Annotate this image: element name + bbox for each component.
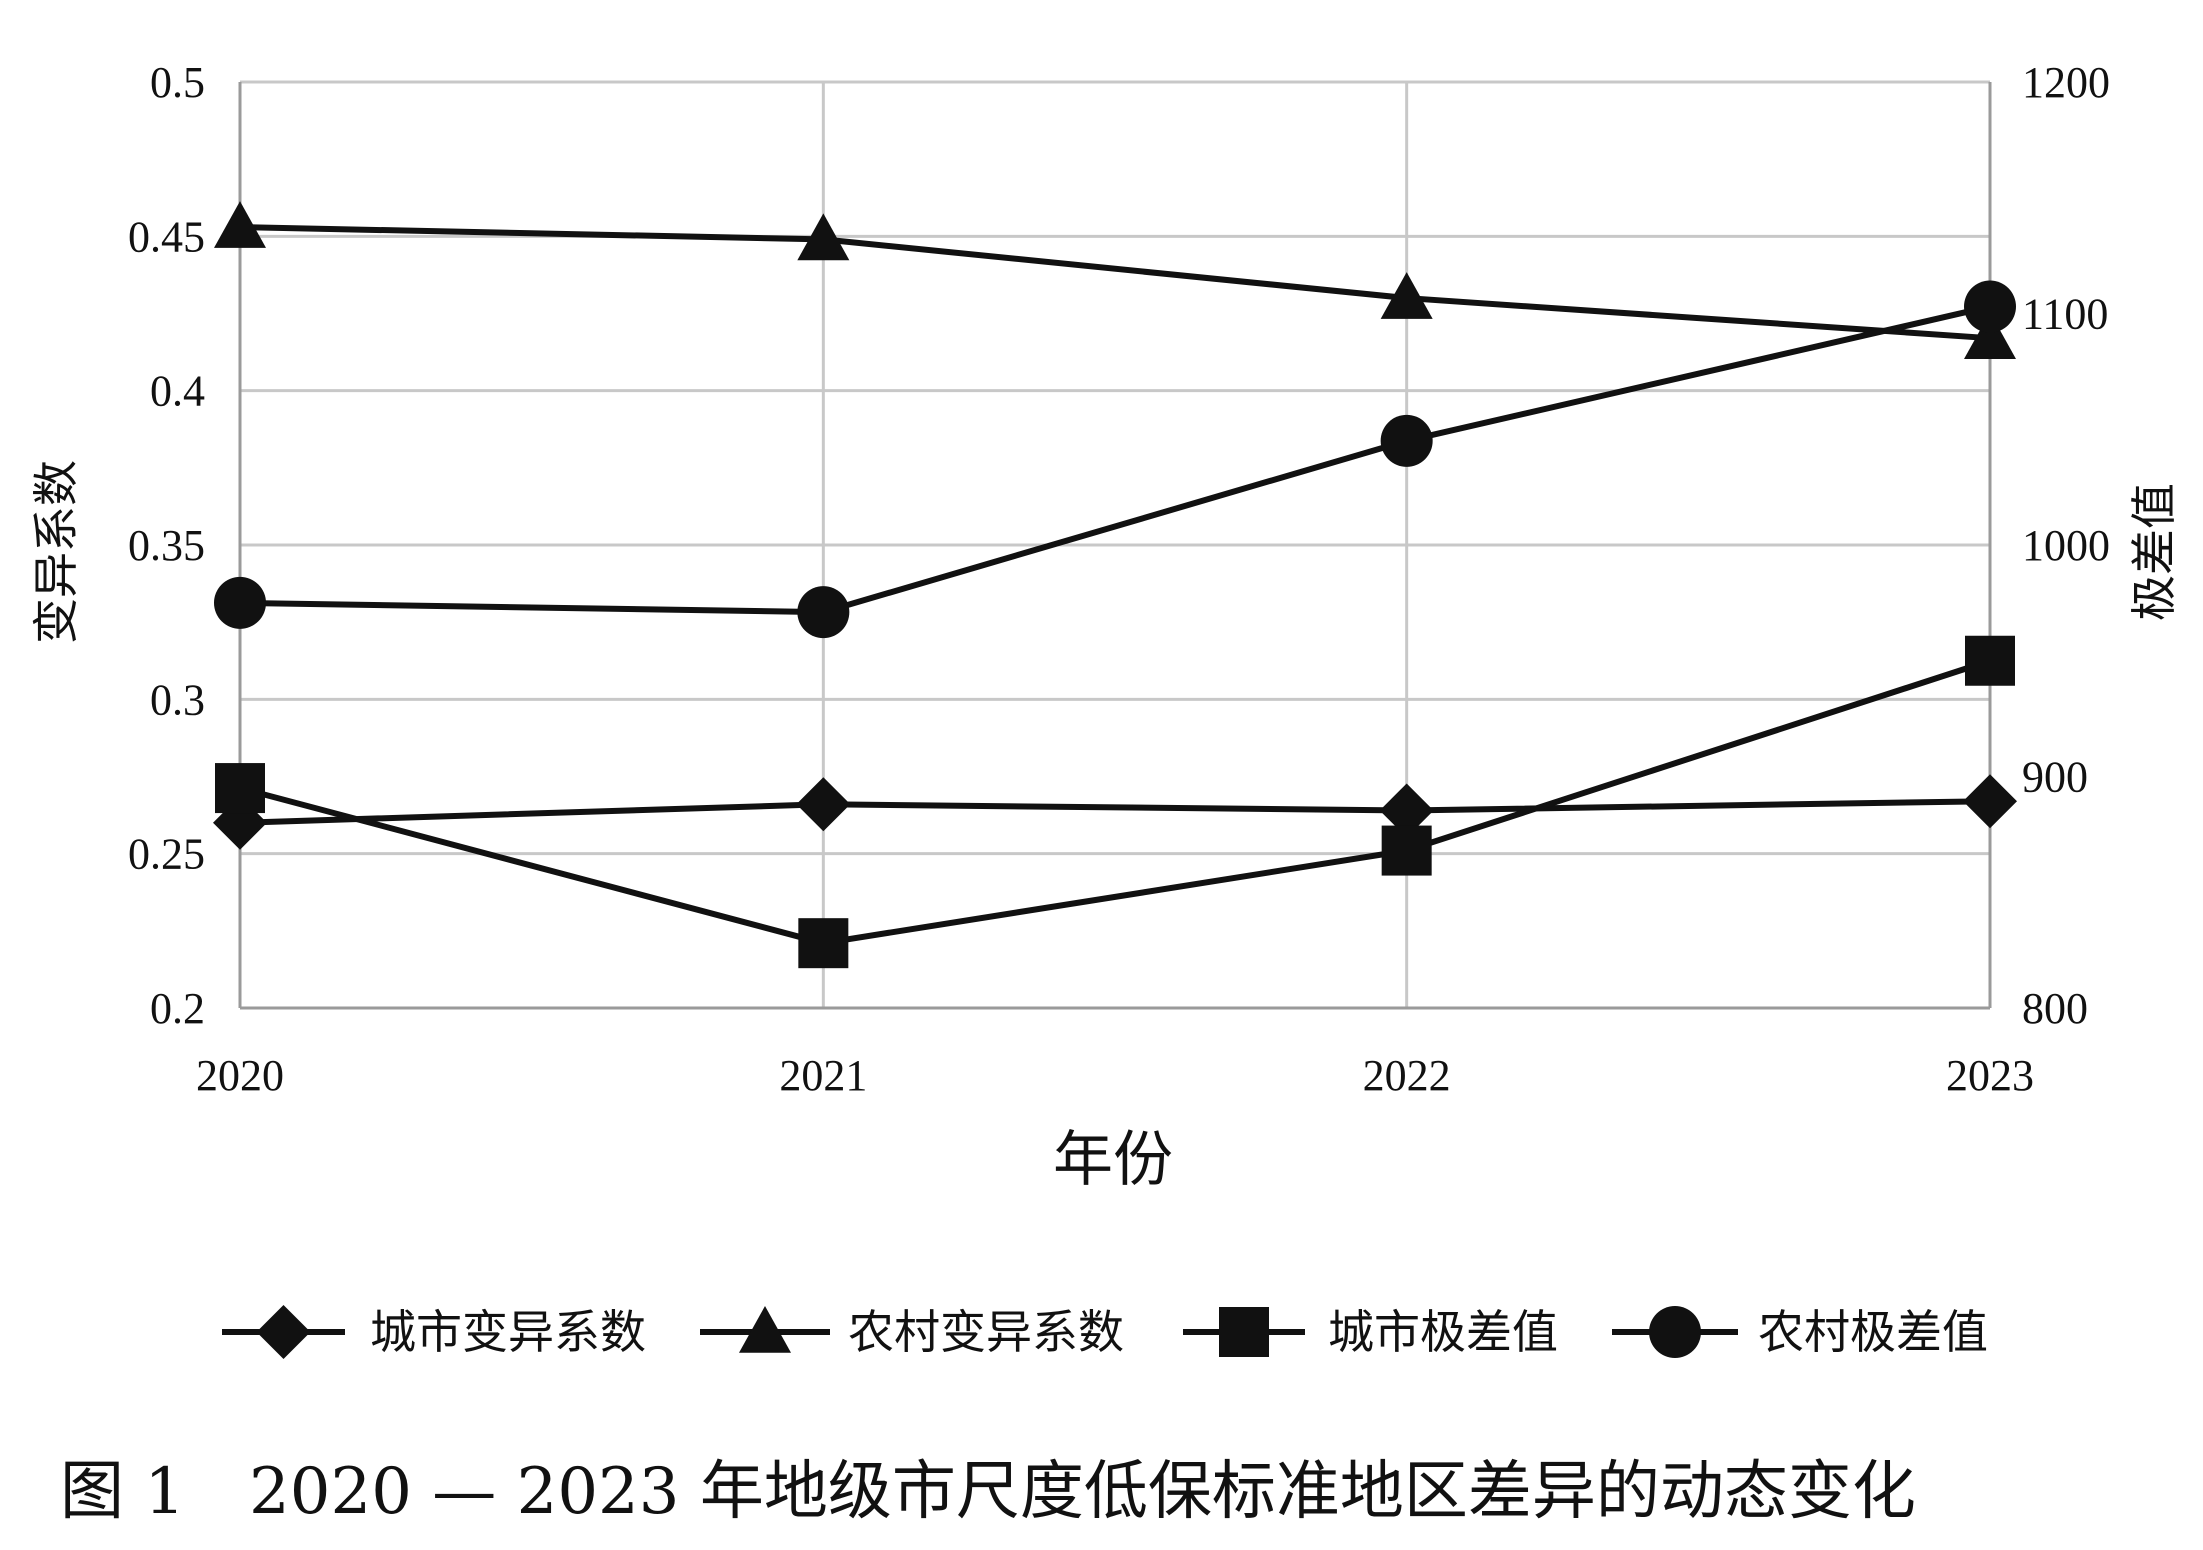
legend-triangle-marker xyxy=(739,1306,791,1353)
left-y-tick-label: 0.5 xyxy=(150,58,205,107)
data-point-triangle-marker xyxy=(214,201,266,248)
series-line xyxy=(239,798,1991,826)
left-y-tick-label: 0.25 xyxy=(128,830,205,879)
data-point-diamond-marker xyxy=(1379,783,1434,838)
right-y-tick-label: 1200 xyxy=(2022,58,2110,107)
x-tick-label: 2020 xyxy=(196,1051,284,1100)
data-point-square-marker xyxy=(1965,635,2015,686)
data-point-square-marker xyxy=(1381,825,1432,876)
series-line xyxy=(239,657,1991,947)
left-y-axis-title: 变异系数 xyxy=(29,460,83,644)
legend: 城市变异系数 农村变异系数 城市极差值 农村极差值 xyxy=(222,1305,1988,1359)
data-point-circle-marker xyxy=(797,586,850,639)
data-point-circle-marker xyxy=(1964,280,2016,333)
data-point-diamond-marker xyxy=(1963,774,2017,829)
legend-label: 农村变异系数 xyxy=(848,1305,1124,1359)
gridlines xyxy=(240,80,1990,1010)
right-y-tick-label: 800 xyxy=(2022,984,2088,1033)
left-y-tick-label: 0.35 xyxy=(128,521,205,570)
legend-label: 农村极差值 xyxy=(1758,1305,1988,1359)
data-point-diamond-marker xyxy=(796,777,851,832)
x-tick-label: 2022 xyxy=(1363,1051,1451,1100)
right-y-tick-label: 1000 xyxy=(2022,521,2110,570)
right-y-tick-label: 1100 xyxy=(2022,290,2108,339)
x-axis-title: 年份 xyxy=(1053,1125,1173,1195)
data-point-circle-marker xyxy=(214,576,266,629)
data-point-triangle-marker xyxy=(1380,272,1433,319)
data-series xyxy=(213,201,2017,969)
right-y-tick-label: 900 xyxy=(2022,753,2088,802)
data-point-circle-marker xyxy=(1380,414,1433,467)
series-line xyxy=(239,303,1991,616)
legend-diamond-marker xyxy=(256,1305,311,1359)
left-y-tick-label: 0.4 xyxy=(150,367,205,416)
right-y-axis-title: 极差值 xyxy=(2127,483,2181,621)
data-point-triangle-marker xyxy=(1964,312,2016,359)
legend-label: 城市变异系数 xyxy=(370,1305,646,1359)
data-point-square-marker xyxy=(215,763,265,814)
left-y-tick-label: 0.2 xyxy=(150,984,205,1033)
data-point-triangle-marker xyxy=(797,213,850,261)
left-y-tick-label: 0.3 xyxy=(150,675,205,724)
series-line xyxy=(239,224,1991,342)
x-tick-label: 2023 xyxy=(1946,1051,2034,1100)
legend-square-marker xyxy=(1219,1307,1269,1357)
x-tick-label: 2021 xyxy=(779,1051,867,1100)
legend-label: 城市极差值 xyxy=(1328,1305,1558,1359)
legend-circle-marker xyxy=(1649,1306,1701,1358)
figure-caption: 图 1 2020 — 2023 年地级市尺度低保标准地区差异的动态变化 xyxy=(60,1455,1916,1529)
data-point-square-marker xyxy=(798,918,849,969)
tick-labels: 0.2 0.25 0.3 0.35 0.4 0.45 0.5 800 900 1000 1100 12… xyxy=(128,58,2110,1100)
left-y-tick-label: 0.45 xyxy=(128,212,205,261)
